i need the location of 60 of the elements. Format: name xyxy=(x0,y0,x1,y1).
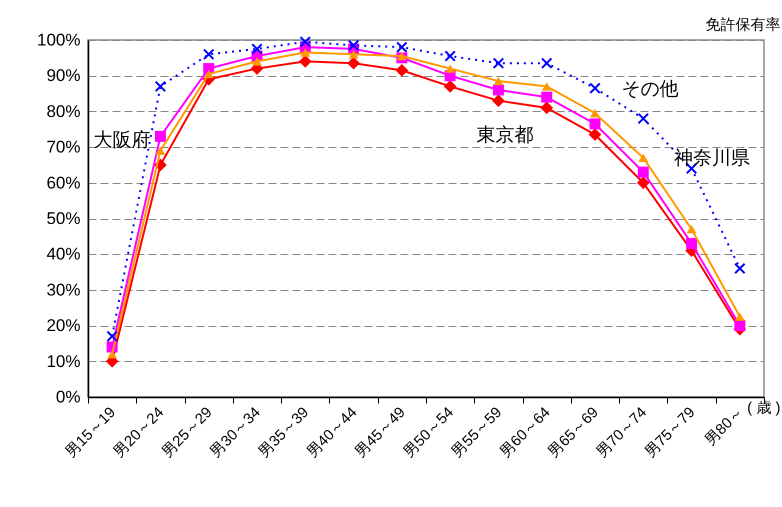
point xyxy=(542,82,552,91)
point xyxy=(590,108,600,118)
annotation: 東京都 xyxy=(476,124,534,146)
point xyxy=(396,64,408,77)
point xyxy=(734,320,746,332)
y-axis-title: 免許保有率 xyxy=(706,16,780,34)
point xyxy=(445,64,456,73)
point xyxy=(492,94,505,108)
y-tick-label: 90% xyxy=(46,66,80,86)
point xyxy=(734,262,746,274)
point xyxy=(494,76,504,86)
point xyxy=(396,52,407,60)
y-tick-label: 10% xyxy=(46,352,80,371)
y-tick-label: 20% xyxy=(46,316,80,336)
y-tick-label: 40% xyxy=(46,244,80,264)
point xyxy=(202,48,214,60)
point xyxy=(107,350,118,358)
point xyxy=(734,312,745,321)
point xyxy=(156,146,166,155)
point xyxy=(348,50,358,58)
point xyxy=(444,50,456,62)
point xyxy=(251,43,263,55)
point xyxy=(636,176,650,190)
point xyxy=(252,57,262,66)
annotation: その他 xyxy=(622,79,678,100)
y-tick-label: 100% xyxy=(37,30,80,50)
y-tick-label: 0% xyxy=(56,388,80,406)
point xyxy=(588,128,602,141)
point xyxy=(686,224,696,234)
point xyxy=(298,55,312,68)
point xyxy=(638,112,650,124)
point xyxy=(204,70,214,78)
point xyxy=(300,36,312,48)
point xyxy=(348,40,360,52)
annotation: 神奈川県 xyxy=(674,148,750,169)
point xyxy=(154,80,166,92)
y-tick-label: 30% xyxy=(46,280,80,300)
y-tick-label: 60% xyxy=(46,173,80,192)
annotation: 大阪府 xyxy=(94,129,150,151)
point xyxy=(492,57,504,69)
point xyxy=(540,57,552,69)
point xyxy=(154,130,166,142)
y-tick-label: 80% xyxy=(46,102,80,121)
point xyxy=(686,238,698,249)
point xyxy=(638,154,648,162)
point xyxy=(589,82,601,94)
point xyxy=(492,84,504,96)
point xyxy=(444,80,456,93)
point xyxy=(106,330,118,342)
point xyxy=(300,48,310,57)
point xyxy=(396,41,408,53)
point xyxy=(638,166,649,178)
point xyxy=(347,56,360,70)
y-tick-label: 50% xyxy=(46,209,80,228)
x-axis-title: ( 歳 ) xyxy=(747,400,780,416)
y-tick-label: 70% xyxy=(46,138,80,157)
point xyxy=(540,102,554,114)
point xyxy=(541,92,552,103)
point xyxy=(590,118,600,130)
x-tick-label: 男80～ xyxy=(702,404,747,449)
